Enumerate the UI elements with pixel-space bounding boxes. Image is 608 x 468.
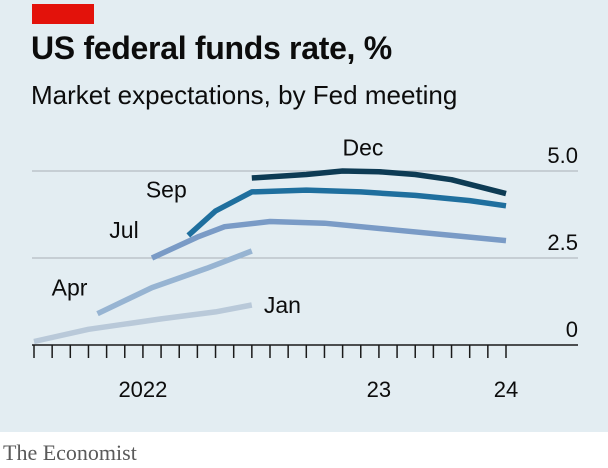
chart-subtitle: Market expectations, by Fed meeting <box>31 80 458 110</box>
chart-panel <box>0 0 608 432</box>
series-label-dec: Dec <box>342 135 383 161</box>
series-line-jul <box>150 218 507 261</box>
y-tick-label-1: 2.5 <box>547 230 578 255</box>
x-axis <box>32 344 578 358</box>
economist-red-tag <box>32 4 94 24</box>
series-line-apr <box>96 248 253 317</box>
line-chart: 0 2.5 5.0 2022 23 24 Jan Apr Jul Sep Dec <box>32 123 578 402</box>
y-tick-label-0: 0 <box>566 317 578 342</box>
x-tick-label-0: 2022 <box>118 377 167 402</box>
series-label-apr: Apr <box>52 275 88 301</box>
source-credit: The Economist <box>3 440 137 465</box>
chart-labels: 0 2.5 5.0 2022 23 24 Jan Apr Jul Sep Dec <box>52 123 578 402</box>
series-label-jul: Jul <box>109 217 138 243</box>
gridlines <box>32 170 578 259</box>
series-line-jan <box>33 302 253 345</box>
series-line-sep <box>186 187 507 238</box>
series-label-sep: Sep <box>146 176 187 202</box>
chart-title: US federal funds rate, % <box>31 30 392 66</box>
series-lines <box>33 168 507 345</box>
series-label-jan: Jan <box>264 292 301 318</box>
y-tick-label-2: 5.0 <box>547 143 578 168</box>
series-line-dec <box>251 168 507 197</box>
x-tick-label-2: 24 <box>494 377 518 402</box>
series-label-bg-dec <box>312 123 413 154</box>
x-tick-label-1: 23 <box>367 377 391 402</box>
